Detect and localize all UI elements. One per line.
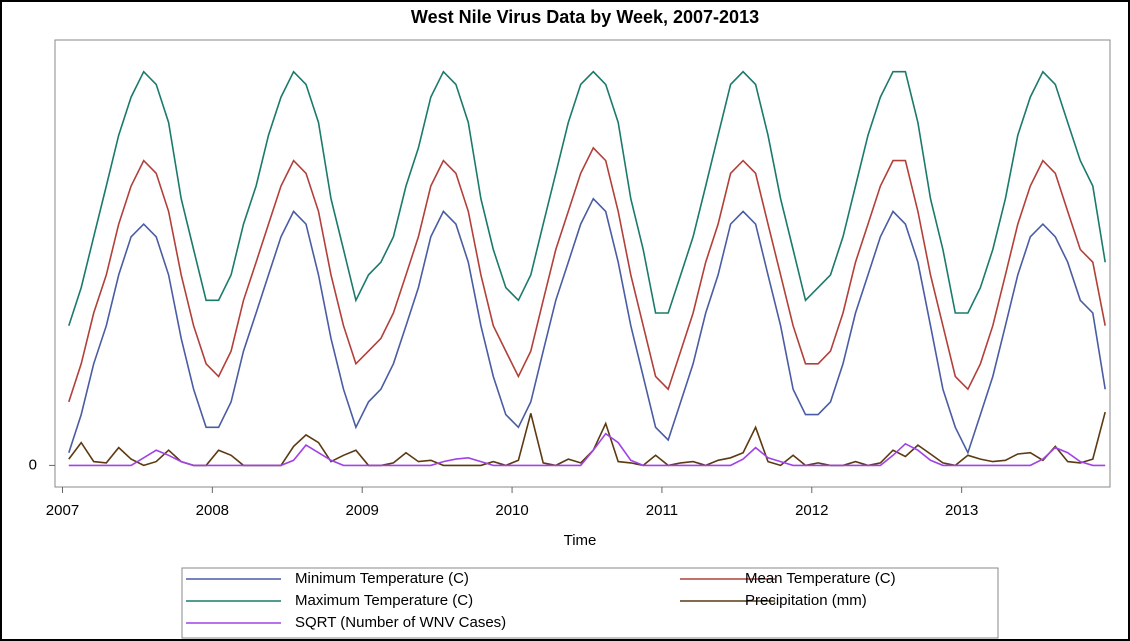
series-line xyxy=(68,432,1106,467)
x-tick-label: 2010 xyxy=(495,502,528,519)
y-tick-label: 0 xyxy=(29,456,37,473)
chart-title: West Nile Virus Data by Week, 2007-2013 xyxy=(411,7,759,27)
x-axis-label: Time xyxy=(564,532,597,549)
series-line xyxy=(68,197,1106,455)
plot-area xyxy=(54,39,1111,488)
legend-label: Mean Temperature (C) xyxy=(745,570,896,587)
legend-label: Precipitation (mm) xyxy=(745,592,867,609)
x-tick-label: 2012 xyxy=(795,502,828,519)
x-tick-label: 2011 xyxy=(646,502,678,519)
legend-label: Minimum Temperature (C) xyxy=(295,570,469,587)
series-line xyxy=(68,146,1106,403)
legend-label: Maximum Temperature (C) xyxy=(295,592,473,609)
x-tick-label: 2008 xyxy=(196,502,229,519)
x-tick-label: 2009 xyxy=(346,502,379,519)
legend-label: SQRT (Number of WNV Cases) xyxy=(295,614,506,631)
x-tick-label: 2007 xyxy=(46,502,79,519)
x-tick-label: 2013 xyxy=(945,502,978,519)
legend xyxy=(181,567,999,639)
series-line xyxy=(68,70,1106,326)
